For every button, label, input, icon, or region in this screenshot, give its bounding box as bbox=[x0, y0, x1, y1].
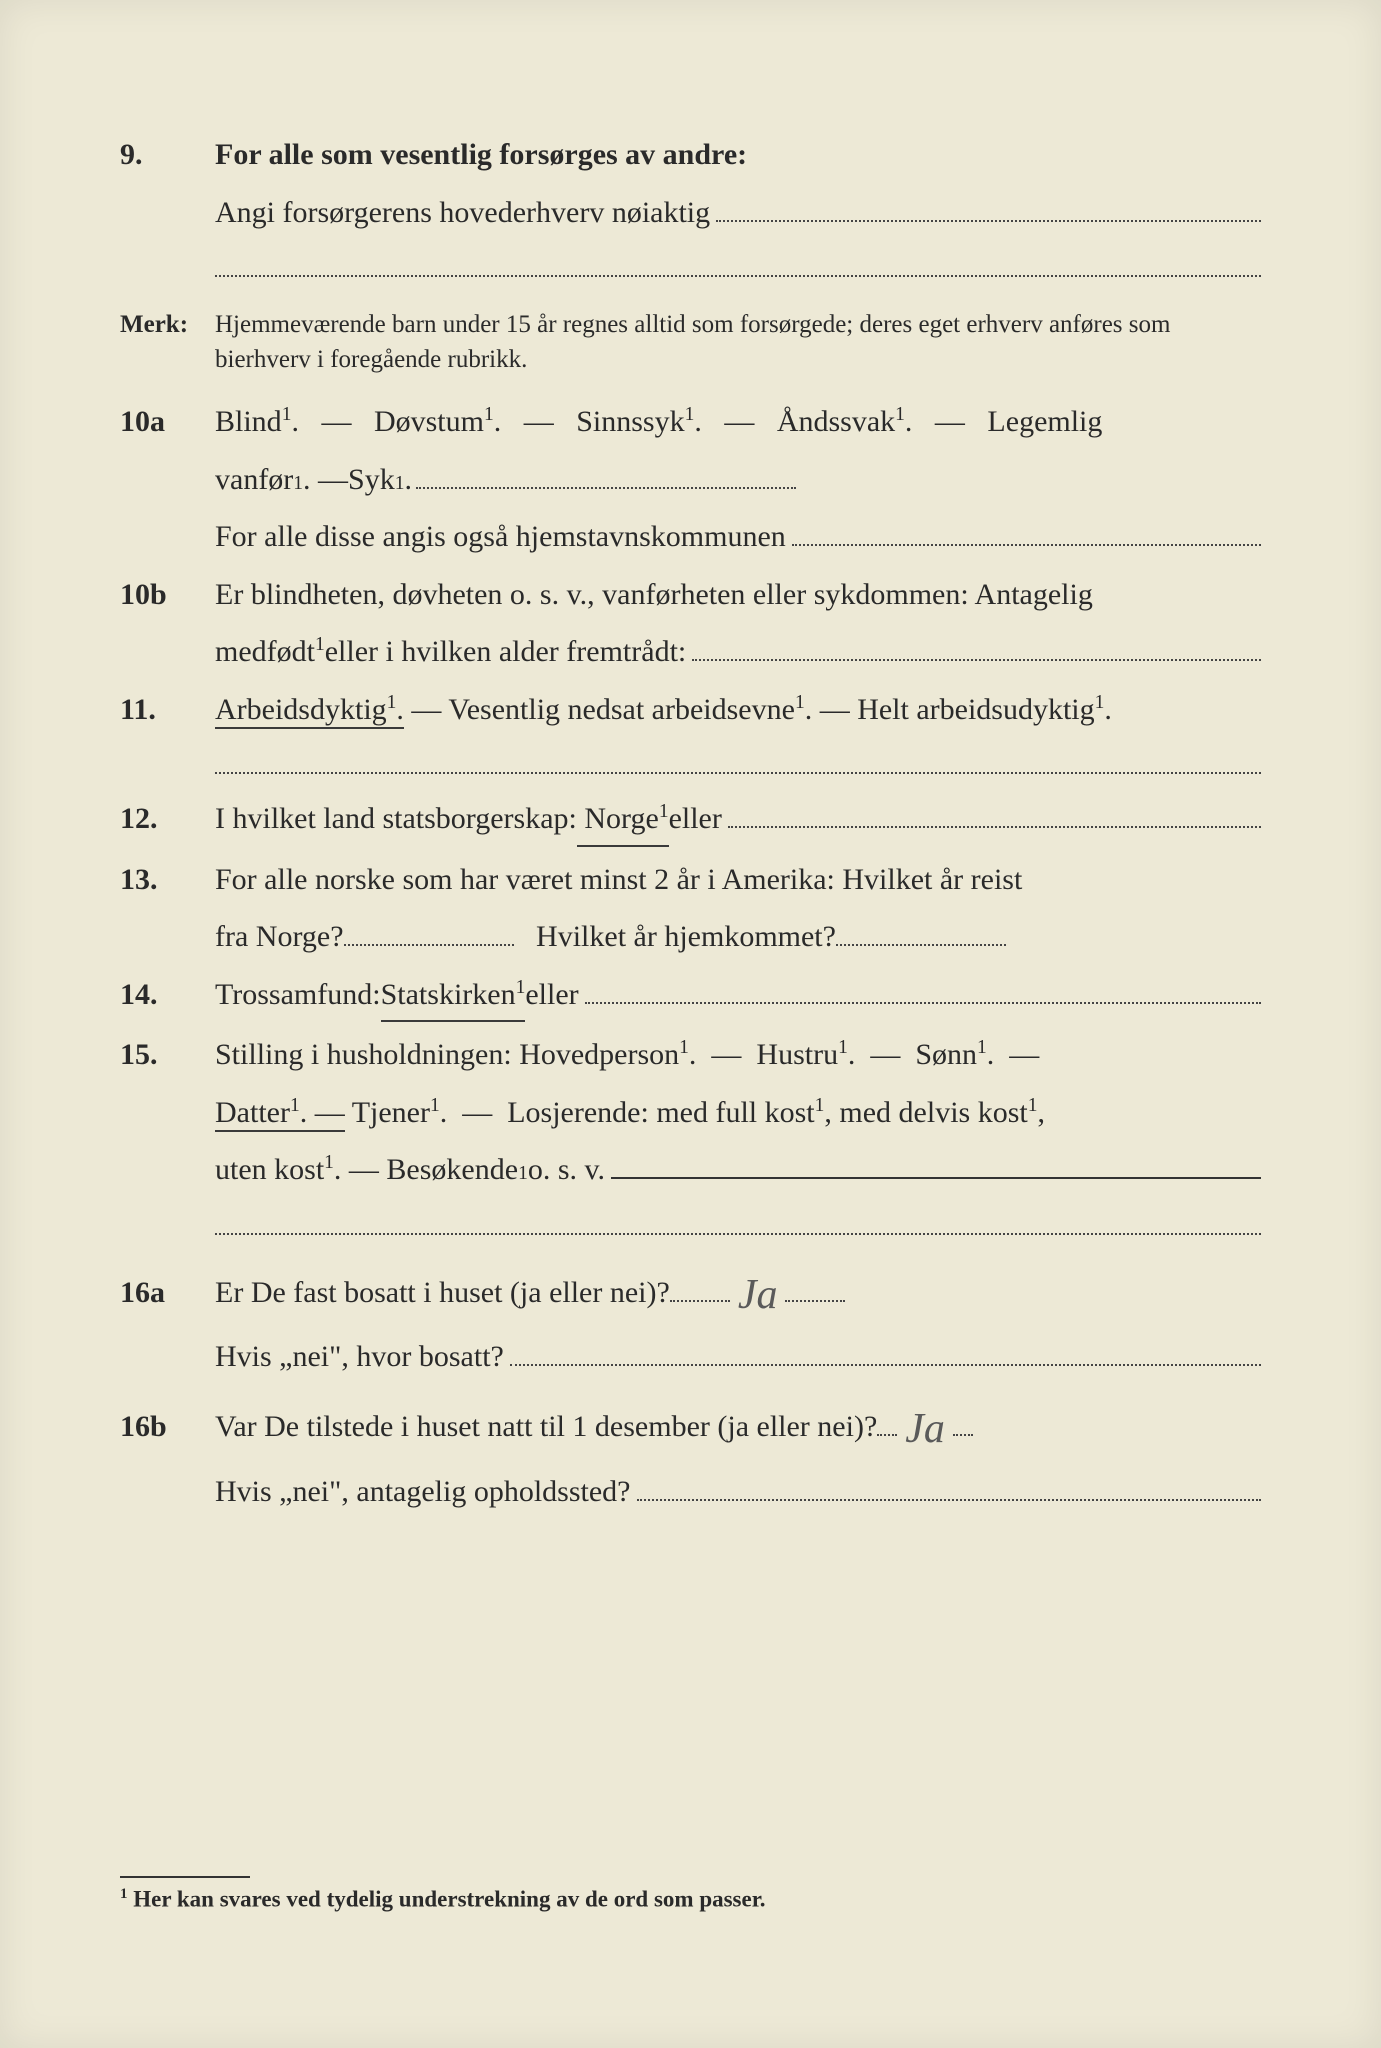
q16a-line1: Er De fast bosatt i huset (ja eller nei)… bbox=[215, 1268, 670, 1318]
question-10b: 10b Er blindheten, døvheten o. s. v., va… bbox=[120, 570, 1261, 620]
q10b-medfodt: medfødt1 bbox=[215, 627, 325, 677]
q15-hustru: Hustru bbox=[756, 1038, 838, 1071]
blank-line-full[interactable] bbox=[215, 1233, 1261, 1235]
question-16b-line2: Hvis „nei", antagelig opholdssted? bbox=[120, 1467, 1261, 1517]
question-15-line2: Datter1. — Tjener1. — Losjerende: med fu… bbox=[120, 1088, 1261, 1138]
question-16b: 16b Var De tilstede i huset natt til 1 d… bbox=[120, 1389, 1261, 1458]
blank-line[interactable] bbox=[416, 459, 796, 489]
q11-opt-nedsat: Vesentlig nedsat arbeidsevne bbox=[448, 693, 795, 726]
q12-norge: Norge1 bbox=[577, 794, 669, 847]
question-10a: 10a Blind1. — Døvstum1. — Sinnssyk1. — Å… bbox=[120, 397, 1261, 447]
q10a-opt-syk: Syk bbox=[348, 455, 395, 505]
q13-number: 13. bbox=[120, 855, 215, 905]
q15-hovedperson: Stilling i husholdningen: Hovedperson bbox=[215, 1038, 679, 1071]
q15-datter: Datter1. — bbox=[215, 1096, 345, 1132]
q10a-number: 10a bbox=[120, 397, 215, 447]
q15-number: 15. bbox=[120, 1030, 215, 1080]
q13-from-norway: fra Norge? bbox=[215, 912, 344, 962]
footnote-rule bbox=[120, 1876, 250, 1878]
q14-pre: Trossamfund: bbox=[215, 970, 381, 1020]
question-16a: 16a Er De fast bosatt i huset (ja eller … bbox=[120, 1255, 1261, 1324]
q9-number: 9. bbox=[120, 130, 215, 180]
q16b-number: 16b bbox=[120, 1402, 215, 1452]
blank-line[interactable] bbox=[953, 1406, 973, 1436]
question-9: 9. For alle som vesentlig forsørges av a… bbox=[120, 130, 1261, 180]
q15-tjener: Tjener bbox=[352, 1096, 430, 1129]
blank-line-full[interactable] bbox=[215, 275, 1261, 277]
question-9-line2: Angi forsørgerens hovederhverv nøiaktig bbox=[120, 188, 1261, 238]
q9-line2-text: Angi forsørgerens hovederhverv nøiaktig bbox=[215, 188, 710, 238]
q12-number: 12. bbox=[120, 794, 215, 844]
blank-line-full[interactable] bbox=[215, 772, 1261, 774]
footnote-text: Her kan svares ved tydelig understreknin… bbox=[133, 1887, 765, 1912]
q10b-number: 10b bbox=[120, 570, 215, 620]
q15-sonn: Sønn bbox=[915, 1038, 977, 1071]
q10b-line2-post: eller i hvilken alder fremtrådt: bbox=[325, 627, 687, 677]
blank-line[interactable] bbox=[792, 513, 1261, 546]
question-16a-line2: Hvis „nei", hvor bosatt? bbox=[120, 1332, 1261, 1382]
q9-line1: For alle som vesentlig forsørges av andr… bbox=[215, 130, 1261, 180]
question-15: 15. Stilling i husholdningen: Hovedperso… bbox=[120, 1030, 1261, 1080]
q10a-line3-text: For alle disse angis også hjemstavnskomm… bbox=[215, 512, 786, 562]
q15-besokende: . — Besøkende bbox=[334, 1145, 518, 1195]
blank-line[interactable] bbox=[877, 1406, 897, 1436]
q11-number: 11. bbox=[120, 685, 215, 735]
blank-line[interactable] bbox=[728, 795, 1261, 828]
question-13: 13. For alle norske som har været minst … bbox=[120, 855, 1261, 905]
q16b-line1: Var De tilstede i huset natt til 1 desem… bbox=[215, 1402, 877, 1452]
footnote-marker: 1 bbox=[120, 1886, 127, 1902]
blank-line[interactable] bbox=[611, 1146, 1261, 1179]
footnote: 1 Her kan svares ved tydelig understrekn… bbox=[120, 1886, 1261, 1913]
q10a-opt-sinnssyk: Sinnssyk bbox=[576, 405, 684, 438]
q14-post: eller bbox=[525, 970, 578, 1020]
q13-returned: Hvilket år hjemkommet? bbox=[536, 912, 836, 962]
q10a-opt-dovstum: Døvstum bbox=[374, 405, 484, 438]
blank-line[interactable] bbox=[785, 1272, 845, 1302]
q16a-line2: Hvis „nei", hvor bosatt? bbox=[215, 1332, 504, 1382]
q10a-opt-legemlig: Legemlig bbox=[987, 405, 1102, 438]
question-10a-line3: For alle disse angis også hjemstavnskomm… bbox=[120, 512, 1261, 562]
blank-line[interactable] bbox=[836, 916, 1006, 946]
merk-note: Merk: Hjemmeværende barn under 15 år reg… bbox=[120, 307, 1261, 377]
blank-line[interactable] bbox=[510, 1333, 1261, 1366]
q16a-number: 16a bbox=[120, 1268, 215, 1318]
question-12: 12. I hvilket land statsborgerskap: Norg… bbox=[120, 794, 1261, 847]
merk-label: Merk: bbox=[120, 307, 215, 342]
blank-line[interactable] bbox=[716, 189, 1261, 222]
q15-losjerende: Losjerende: med full kost bbox=[507, 1096, 814, 1129]
blank-line[interactable] bbox=[670, 1272, 730, 1302]
blank-line[interactable] bbox=[344, 916, 514, 946]
q13-line1: For alle norske som har været minst 2 år… bbox=[215, 855, 1261, 905]
q11-opt-arbeidsdyktig: Arbeidsdyktig1. bbox=[215, 693, 404, 729]
q10a-opt-andssvak: Åndssvak bbox=[777, 405, 895, 438]
blank-line[interactable] bbox=[585, 971, 1261, 1004]
question-10a-line2: vanfør1. — Syk1. bbox=[120, 455, 1261, 505]
q10a-opt-vanfor: vanfør bbox=[215, 455, 293, 505]
q12-pre: I hvilket land statsborgerskap: bbox=[215, 794, 577, 844]
q12-post: eller bbox=[669, 794, 722, 844]
merk-text: Hjemmeværende barn under 15 år regnes al… bbox=[215, 307, 1261, 377]
q15-uten-kost: uten kost1 bbox=[215, 1145, 334, 1195]
q16b-answer: Ja bbox=[897, 1395, 953, 1464]
q10a-opt-blind: Blind bbox=[215, 405, 282, 438]
question-11: 11. Arbeidsdyktig1. — Vesentlig nedsat a… bbox=[120, 685, 1261, 735]
question-15-line3: uten kost1 . — Besøkende1 o. s. v. bbox=[120, 1145, 1261, 1195]
q14-number: 14. bbox=[120, 970, 215, 1020]
q16a-answer: Ja bbox=[730, 1261, 786, 1330]
blank-line[interactable] bbox=[637, 1468, 1262, 1501]
q14-statskirken: Statskirken1 bbox=[381, 970, 526, 1023]
q11-opt-udyktig: Helt arbeidsudyktig bbox=[857, 693, 1094, 726]
q10b-line1: Er blindheten, døvheten o. s. v., vanfør… bbox=[215, 570, 1261, 620]
document-page: 9. For alle som vesentlig forsørges av a… bbox=[0, 0, 1381, 2048]
question-13-line2: fra Norge? Hvilket år hjemkommet? bbox=[120, 912, 1261, 962]
q15-osv: o. s. v. bbox=[528, 1145, 605, 1195]
question-10b-line2: medfødt1 eller i hvilken alder fremtrådt… bbox=[120, 627, 1261, 677]
question-14: 14. Trossamfund: Statskirken1 eller bbox=[120, 970, 1261, 1023]
blank-line[interactable] bbox=[692, 628, 1261, 661]
q16b-line2: Hvis „nei", antagelig opholdssted? bbox=[215, 1467, 631, 1517]
